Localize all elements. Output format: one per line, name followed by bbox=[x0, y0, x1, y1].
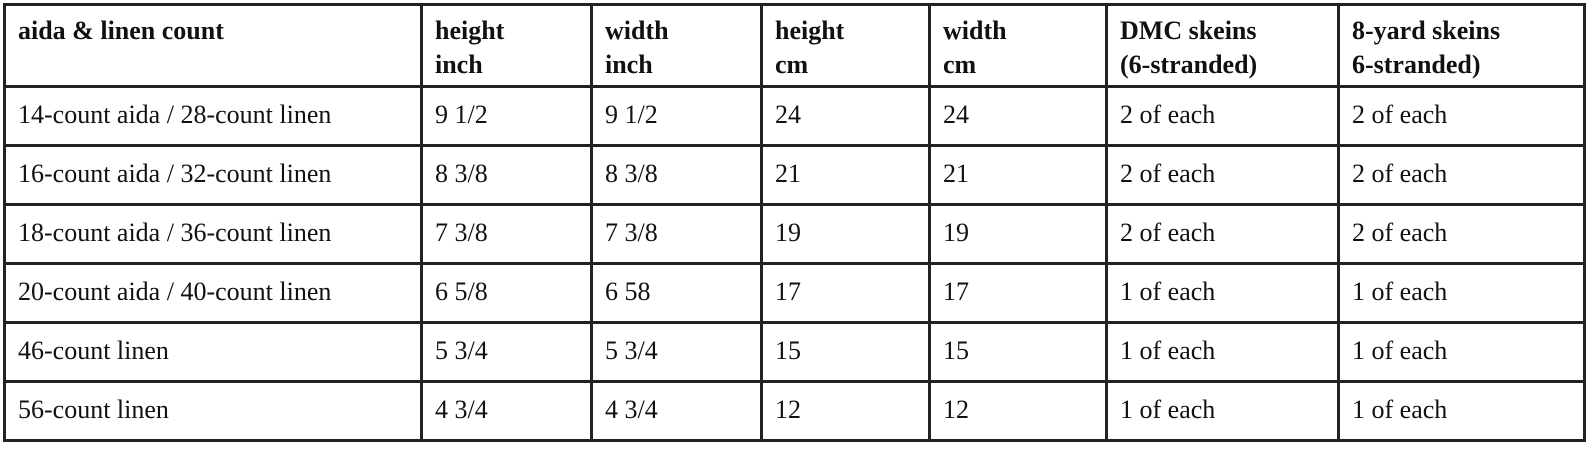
table-cell: 4 3/4 bbox=[420, 380, 593, 442]
column-header-line: height bbox=[775, 16, 845, 45]
table-cell: 21 bbox=[760, 144, 931, 206]
column-header: DMC skeins (6-stranded) bbox=[1105, 3, 1340, 88]
table-cell: 20-count aida / 40-count linen bbox=[3, 262, 423, 324]
column-header-line: cm bbox=[775, 50, 809, 79]
column-header: 8-yard skeins 6-stranded) bbox=[1337, 3, 1586, 88]
column-header: width inch bbox=[590, 3, 763, 88]
table-cell: 21 bbox=[928, 144, 1108, 206]
column-header-line: DMC skeins bbox=[1120, 16, 1257, 45]
table-cell: 8 3/8 bbox=[590, 144, 763, 206]
table-cell: 9 1/2 bbox=[590, 85, 763, 147]
table-cell: 19 bbox=[760, 203, 931, 265]
table-cell: 1 of each bbox=[1105, 380, 1340, 442]
table-cell: 2 of each bbox=[1337, 144, 1586, 206]
table-cell: 56-count linen bbox=[3, 380, 423, 442]
column-header-line: width bbox=[943, 16, 1007, 45]
table-cell: 6 5/8 bbox=[420, 262, 593, 324]
table-cell: 1 of each bbox=[1337, 262, 1586, 324]
table-row: 18-count aida / 36-count linen 7 3/8 7 3/8… bbox=[3, 203, 1586, 265]
table-cell: 24 bbox=[928, 85, 1108, 147]
table-cell: 19 bbox=[928, 203, 1108, 265]
table-row: 56-count linen 4 3/4 4 3/4 12 12 1 of each 1 o… bbox=[3, 380, 1586, 442]
table-cell: 7 3/8 bbox=[590, 203, 763, 265]
table-cell: 4 3/4 bbox=[590, 380, 763, 442]
table-cell: 1 of each bbox=[1337, 380, 1586, 442]
table-cell: 2 of each bbox=[1105, 144, 1340, 206]
table-cell: 14-count aida / 28-count linen bbox=[3, 85, 423, 147]
table-cell: 16-count aida / 32-count linen bbox=[3, 144, 423, 206]
table-cell: 8 3/8 bbox=[420, 144, 593, 206]
column-header: height inch bbox=[420, 3, 593, 88]
table-cell: 12 bbox=[928, 380, 1108, 442]
table-row: 16-count aida / 32-count linen 8 3/8 8 3/8… bbox=[3, 144, 1586, 206]
table-cell: 7 3/8 bbox=[420, 203, 593, 265]
table-row: 46-count linen 5 3/4 5 3/4 15 15 1 of each 1 o… bbox=[3, 321, 1586, 383]
table-cell: 2 of each bbox=[1337, 85, 1586, 147]
column-header-line: aida & linen count bbox=[18, 16, 224, 45]
table-cell: 15 bbox=[928, 321, 1108, 383]
table-cell: 1 of each bbox=[1337, 321, 1586, 383]
table-cell: 1 of each bbox=[1105, 321, 1340, 383]
table-cell: 6 58 bbox=[590, 262, 763, 324]
column-header-line: cm bbox=[943, 50, 977, 79]
table-cell: 1 of each bbox=[1105, 262, 1340, 324]
table-cell: 15 bbox=[760, 321, 931, 383]
column-header-line: inch bbox=[435, 50, 483, 79]
table-cell: 12 bbox=[760, 380, 931, 442]
column-header: height cm bbox=[760, 3, 931, 88]
column-header-line: width bbox=[605, 16, 669, 45]
table-cell: 24 bbox=[760, 85, 931, 147]
table-cell: 9 1/2 bbox=[420, 85, 593, 147]
table-cell: 46-count linen bbox=[3, 321, 423, 383]
table-cell: 2 of each bbox=[1105, 85, 1340, 147]
table-cell: 5 3/4 bbox=[420, 321, 593, 383]
table-cell: 2 of each bbox=[1337, 203, 1586, 265]
table-row: 14-count aida / 28-count linen 9 1/2 9 1/2… bbox=[3, 85, 1586, 147]
table-cell: 18-count aida / 36-count linen bbox=[3, 203, 423, 265]
fabric-size-table: aida & linen count height inch width inch hei… bbox=[3, 3, 1586, 442]
column-header: aida & linen count bbox=[3, 3, 423, 88]
column-header-line: height bbox=[435, 16, 505, 45]
table-cell: 17 bbox=[928, 262, 1108, 324]
column-header-line: 6-stranded) bbox=[1352, 50, 1481, 79]
table-cell: 2 of each bbox=[1105, 203, 1340, 265]
column-header-line: 8-yard skeins bbox=[1352, 16, 1501, 45]
column-header-line: inch bbox=[605, 50, 653, 79]
table-cell: 17 bbox=[760, 262, 931, 324]
table-cell: 5 3/4 bbox=[590, 321, 763, 383]
column-header: width cm bbox=[928, 3, 1108, 88]
table-row: 20-count aida / 40-count linen 6 5/8 6 58 1… bbox=[3, 262, 1586, 324]
header-row: aida & linen count height inch width inch hei… bbox=[3, 3, 1586, 88]
column-header-line: (6-stranded) bbox=[1120, 50, 1258, 79]
